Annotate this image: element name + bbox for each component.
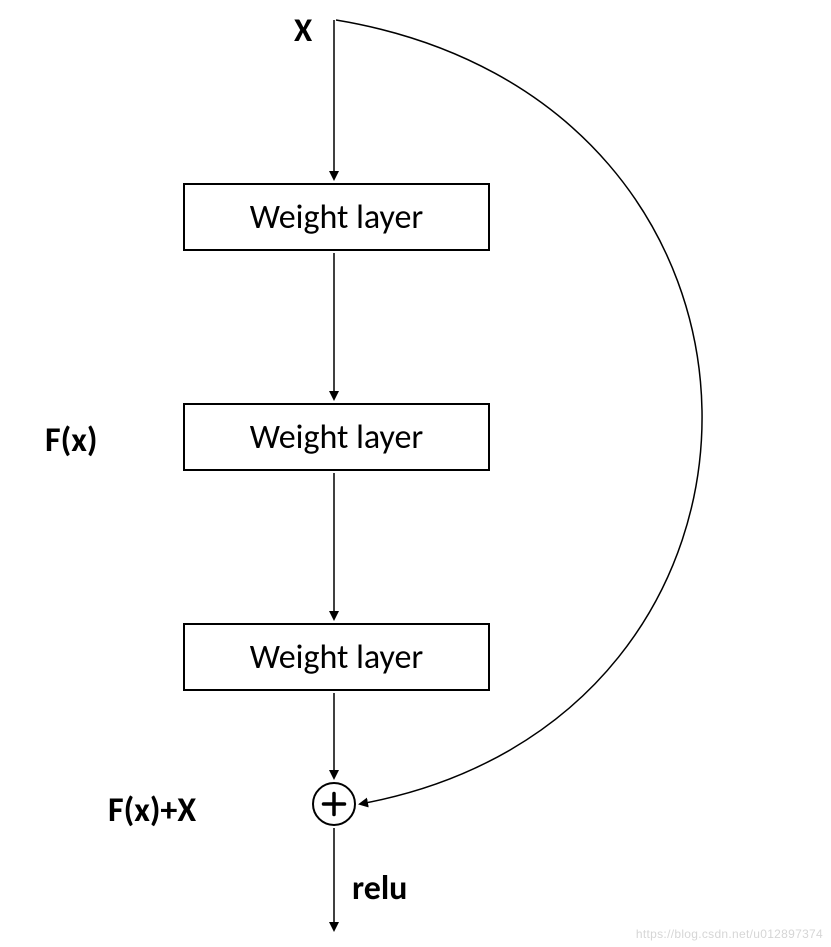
- node-layer2: Weight layer: [183, 403, 490, 471]
- label-input-x: X: [294, 10, 312, 50]
- node-layer1: Weight layer: [183, 183, 490, 251]
- sum-node: [312, 782, 356, 826]
- label-sum: F(x)+X: [108, 790, 196, 831]
- watermark: https://blog.csdn.net/u012897374: [636, 927, 823, 941]
- node-layer3: Weight layer: [183, 623, 490, 691]
- residual-block-diagram: Weight layer Weight layer Weight layer X F…: [0, 0, 831, 947]
- label-fx: F(x): [45, 420, 97, 461]
- label-activation: relu: [352, 868, 407, 909]
